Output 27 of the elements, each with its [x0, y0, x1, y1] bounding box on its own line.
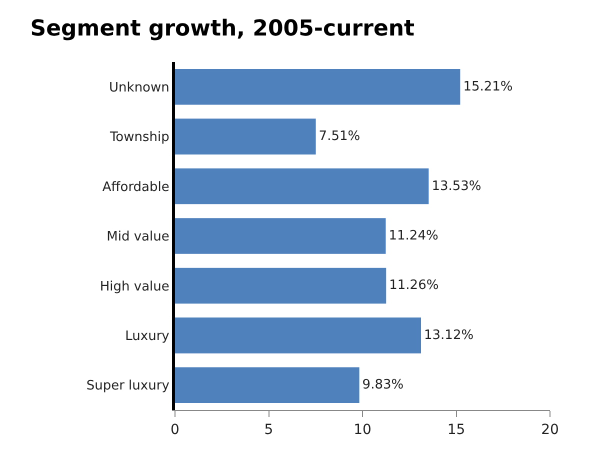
y-tick-label: Unknown: [109, 80, 170, 96]
chart-title: Segment growth, 2005-current: [30, 16, 416, 42]
bar: [175, 168, 429, 204]
bar: [175, 367, 360, 404]
data-label: 7.51%: [318, 129, 360, 144]
data-label: 9.83%: [362, 378, 404, 393]
bar: [175, 68, 460, 105]
data-label: 11.26%: [389, 278, 439, 294]
y-tick-label: High value: [100, 279, 170, 294]
y-tick-label: Super luxury: [86, 378, 170, 394]
data-label: 15.21%: [463, 79, 513, 94]
bar: [175, 268, 386, 304]
x-tick-label: 0: [170, 422, 180, 438]
x-tick-label: 10: [354, 422, 372, 438]
bar: [175, 218, 386, 254]
y-tick-label: Luxury: [125, 328, 170, 344]
data-label: 11.24%: [388, 228, 438, 244]
data-label: 13.53%: [432, 178, 482, 194]
y-tick-label: Affordable: [102, 180, 170, 195]
x-tick-label: 15: [447, 422, 466, 438]
bar: [175, 118, 316, 154]
y-tick-label: Township: [108, 130, 170, 146]
y-tick-label: Mid value: [106, 230, 170, 245]
data-label: 13.12%: [424, 328, 474, 343]
x-tick-label: 20: [541, 422, 559, 438]
x-tick-label: 5: [264, 422, 274, 438]
bar: [175, 318, 421, 354]
